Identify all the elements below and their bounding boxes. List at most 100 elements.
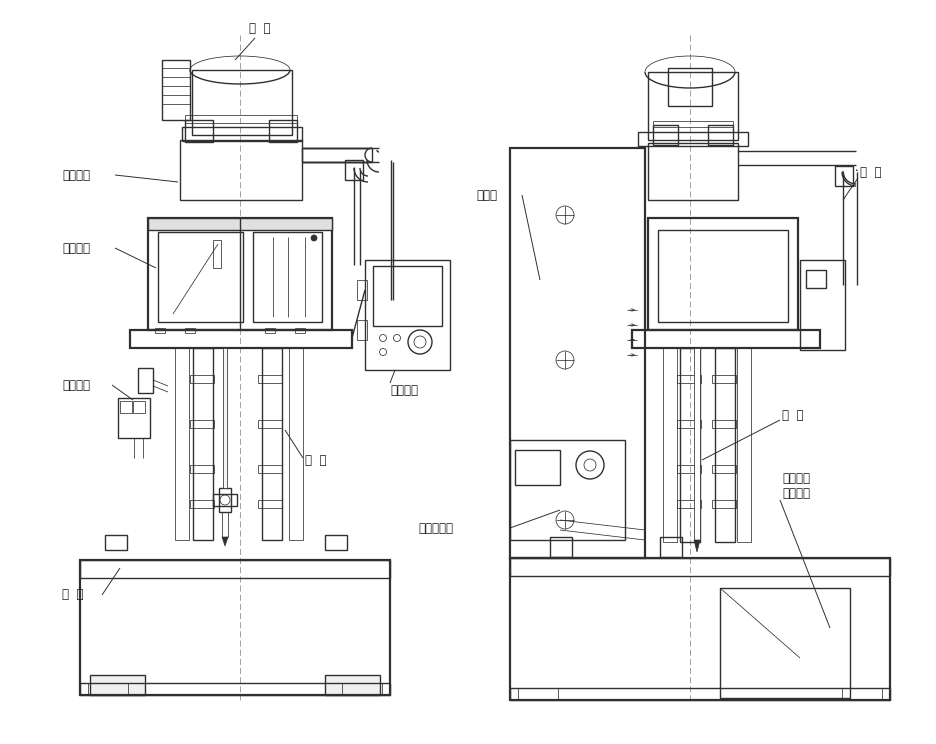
Bar (842, 688, 882, 700)
Bar (80, 560, 390, 695)
Text: 机  座: 机 座 (62, 589, 83, 601)
Bar (190, 375, 214, 383)
Text: （内部）: （内部） (782, 487, 810, 499)
Bar (653, 121, 733, 127)
Bar (325, 675, 380, 695)
Bar (518, 688, 558, 700)
Text: 电  机: 电 机 (249, 22, 271, 34)
Polygon shape (222, 537, 228, 546)
Bar (90, 675, 145, 695)
Bar (550, 537, 572, 557)
Bar (648, 143, 738, 200)
Bar (175, 348, 189, 540)
Text: 机  身: 机 身 (305, 454, 327, 466)
Bar (80, 683, 390, 695)
Bar (342, 683, 382, 695)
Bar (190, 500, 214, 508)
Bar (712, 465, 736, 473)
Polygon shape (694, 540, 700, 552)
Bar (258, 420, 282, 428)
Bar (515, 450, 560, 485)
Text: 齿轮箱盖: 齿轮箱盖 (62, 168, 90, 182)
Bar (510, 148, 645, 558)
Bar (193, 348, 213, 540)
Bar (118, 398, 150, 438)
Text: 自动加油泵: 自动加油泵 (418, 522, 453, 534)
Bar (806, 270, 826, 288)
Bar (677, 465, 701, 473)
Bar (133, 401, 145, 413)
Bar (668, 68, 712, 106)
Text: 电气箱: 电气箱 (476, 188, 497, 202)
Bar (258, 465, 282, 473)
Bar (648, 218, 798, 330)
Bar (190, 465, 214, 473)
Bar (660, 537, 682, 557)
Bar (138, 368, 153, 393)
Bar (708, 125, 733, 145)
Bar (190, 420, 214, 428)
Bar (694, 348, 700, 540)
Text: 控制面板: 控制面板 (390, 383, 418, 397)
Bar (253, 232, 322, 322)
Bar (180, 140, 302, 200)
Bar (130, 330, 352, 348)
Bar (638, 132, 748, 146)
Bar (800, 260, 845, 350)
Bar (658, 230, 788, 322)
Text: 钻  杆: 钻 杆 (782, 408, 803, 422)
Bar (632, 330, 820, 348)
Bar (510, 558, 890, 576)
Text: 液压系统: 液压系统 (782, 472, 810, 484)
Bar (185, 120, 213, 142)
Bar (365, 260, 450, 370)
Bar (158, 232, 243, 322)
Bar (295, 328, 305, 333)
Bar (663, 348, 677, 542)
Bar (88, 683, 128, 695)
Bar (357, 280, 367, 300)
Bar (148, 218, 332, 330)
Bar (712, 500, 736, 508)
Bar (680, 348, 700, 542)
Circle shape (311, 235, 317, 241)
Bar (715, 348, 735, 542)
Bar (648, 72, 738, 140)
Bar (510, 688, 890, 700)
Bar (357, 320, 367, 340)
Text: 摆  管: 摆 管 (860, 165, 882, 179)
Bar (712, 420, 736, 428)
Bar (510, 558, 890, 700)
Bar (345, 160, 363, 180)
Bar (373, 266, 442, 326)
Bar (80, 560, 390, 578)
Bar (213, 240, 221, 268)
Bar (653, 125, 678, 145)
Bar (185, 328, 195, 333)
Bar (677, 500, 701, 508)
Bar (148, 218, 332, 230)
Bar (510, 440, 625, 540)
Bar (265, 328, 275, 333)
Bar (192, 70, 292, 135)
Bar (120, 401, 132, 413)
Bar (185, 115, 297, 123)
Text: 限位装置: 限位装置 (62, 379, 90, 391)
Bar (262, 348, 282, 540)
Bar (677, 420, 701, 428)
Bar (258, 500, 282, 508)
Bar (835, 166, 853, 186)
Bar (182, 127, 302, 141)
Bar (213, 494, 237, 506)
Bar (289, 348, 303, 540)
Bar (325, 535, 347, 550)
Bar (302, 148, 372, 162)
Bar (720, 588, 850, 698)
Bar (258, 375, 282, 383)
Bar (712, 375, 736, 383)
Bar (677, 375, 701, 383)
Bar (105, 535, 127, 550)
Text: 传动机架: 传动机架 (62, 242, 90, 254)
Bar (162, 60, 190, 120)
Bar (155, 328, 165, 333)
